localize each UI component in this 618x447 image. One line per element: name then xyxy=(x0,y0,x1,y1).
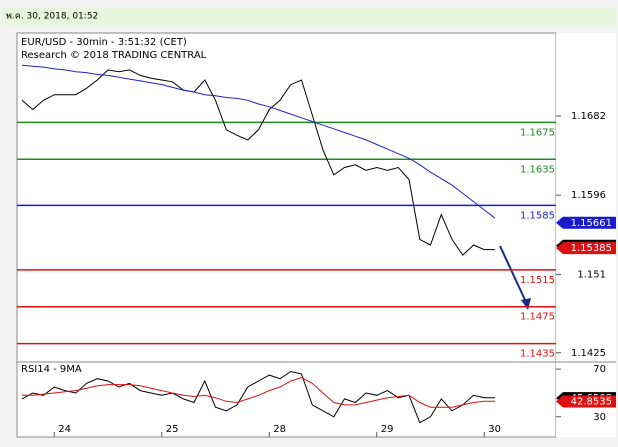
x-tick-label: 24 xyxy=(58,424,71,435)
price-tag xyxy=(556,216,616,229)
price-tag xyxy=(556,395,616,408)
x-tick-label: 25 xyxy=(166,424,179,435)
level-label: 1.1585 xyxy=(520,210,555,221)
series-line xyxy=(21,370,495,424)
x-tick-label: 30 xyxy=(488,424,501,435)
y-tick-label: 1.151 xyxy=(577,269,606,280)
series-line xyxy=(21,64,496,219)
price-tag-label: 42.8535 xyxy=(571,396,612,407)
plot-frame xyxy=(16,32,557,438)
rsi-title: RSI14 - 9MA xyxy=(21,364,82,375)
forecast-arrow xyxy=(499,245,527,303)
y-tick-label: 1.1682 xyxy=(571,111,606,122)
series-line xyxy=(22,376,495,408)
level-label: 1.1515 xyxy=(520,275,555,286)
y-tick-label: 1.1596 xyxy=(571,190,606,201)
level-label: 1.1635 xyxy=(520,164,555,175)
level-label: 1.1475 xyxy=(520,312,555,323)
chart-title: EUR/USD - 30min - 3:51:32 (CET) xyxy=(21,37,187,48)
level-label: 1.1435 xyxy=(520,349,555,360)
series-line xyxy=(21,69,495,256)
x-tick-label: 28 xyxy=(273,424,286,435)
price-tag-label: 1.15385 xyxy=(571,243,612,254)
header-bar xyxy=(2,8,616,25)
y-tick-label: 70 xyxy=(593,364,606,375)
chart-subtitle: Research © 2018 TRADING CENTRAL xyxy=(21,50,207,61)
price-tag xyxy=(556,242,616,255)
x-tick-label: 29 xyxy=(381,424,394,435)
axis-area xyxy=(556,33,616,437)
timestamp: พ.ค. 30, 2018, 01:52 xyxy=(6,12,98,22)
y-tick-label: 1.1425 xyxy=(571,348,606,359)
price-tag-label: 1.15661 xyxy=(571,218,612,229)
level-label: 1.1675 xyxy=(520,127,555,138)
y-tick-label: 30 xyxy=(593,412,606,423)
